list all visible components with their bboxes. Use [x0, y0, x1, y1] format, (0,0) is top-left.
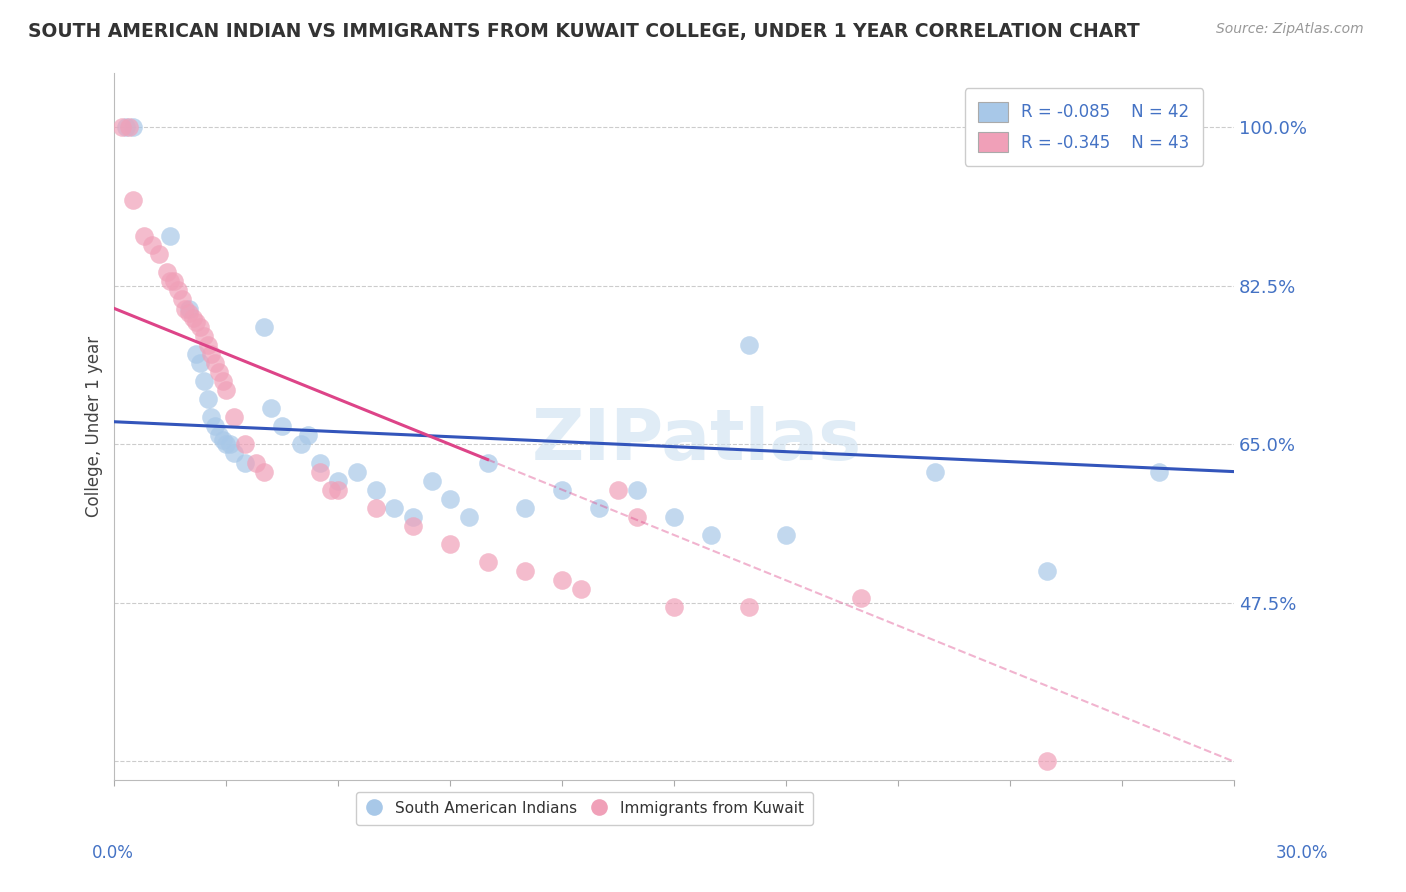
Y-axis label: College, Under 1 year: College, Under 1 year — [86, 335, 103, 516]
Point — [159, 274, 181, 288]
Point — [163, 274, 186, 288]
Point — [551, 574, 574, 588]
Point — [308, 456, 330, 470]
Point — [148, 247, 170, 261]
Point — [662, 600, 685, 615]
Point — [738, 600, 761, 615]
Point — [260, 401, 283, 416]
Point — [177, 306, 200, 320]
Point — [477, 555, 499, 569]
Point — [186, 347, 208, 361]
Point — [219, 437, 242, 451]
Point — [122, 193, 145, 207]
Point — [700, 528, 723, 542]
Point — [1036, 755, 1059, 769]
Point — [551, 483, 574, 497]
Point — [181, 310, 204, 325]
Legend: South American Indians, Immigrants from Kuwait: South American Indians, Immigrants from … — [356, 791, 814, 825]
Point — [439, 537, 461, 551]
Point — [186, 315, 208, 329]
Text: 30.0%: 30.0% — [1277, 844, 1329, 862]
Point — [188, 356, 211, 370]
Point — [204, 419, 226, 434]
Point — [626, 509, 648, 524]
Point — [134, 229, 156, 244]
Point — [211, 374, 233, 388]
Point — [346, 465, 368, 479]
Point — [402, 509, 425, 524]
Point — [328, 483, 350, 497]
Point — [200, 347, 222, 361]
Point — [253, 465, 276, 479]
Point — [208, 428, 231, 442]
Point — [114, 120, 136, 135]
Point — [513, 500, 536, 515]
Point — [193, 328, 215, 343]
Text: SOUTH AMERICAN INDIAN VS IMMIGRANTS FROM KUWAIT COLLEGE, UNDER 1 YEAR CORRELATIO: SOUTH AMERICAN INDIAN VS IMMIGRANTS FROM… — [28, 22, 1140, 41]
Point — [156, 265, 179, 279]
Text: Source: ZipAtlas.com: Source: ZipAtlas.com — [1216, 22, 1364, 37]
Point — [204, 356, 226, 370]
Point — [297, 428, 319, 442]
Point — [233, 456, 256, 470]
Point — [457, 509, 479, 524]
Point — [170, 293, 193, 307]
Point — [738, 338, 761, 352]
Point — [253, 319, 276, 334]
Point — [271, 419, 294, 434]
Point — [402, 519, 425, 533]
Point — [118, 120, 141, 135]
Point — [166, 284, 188, 298]
Point — [662, 509, 685, 524]
Point — [513, 564, 536, 578]
Point — [420, 474, 443, 488]
Point — [159, 229, 181, 244]
Point — [208, 365, 231, 379]
Point — [308, 465, 330, 479]
Point — [215, 437, 238, 451]
Point — [188, 319, 211, 334]
Point — [200, 410, 222, 425]
Point — [382, 500, 405, 515]
Point — [607, 483, 630, 497]
Point — [328, 474, 350, 488]
Point — [122, 120, 145, 135]
Point — [439, 491, 461, 506]
Point — [626, 483, 648, 497]
Point — [245, 456, 267, 470]
Point — [222, 410, 245, 425]
Point — [197, 392, 219, 406]
Point — [197, 338, 219, 352]
Text: 0.0%: 0.0% — [91, 844, 134, 862]
Text: ZIPatlas: ZIPatlas — [531, 406, 862, 475]
Point — [588, 500, 610, 515]
Point — [211, 433, 233, 447]
Point — [569, 582, 592, 597]
Point — [1147, 465, 1170, 479]
Point — [215, 383, 238, 397]
Point — [193, 374, 215, 388]
Point — [111, 120, 134, 135]
Point — [364, 500, 387, 515]
Point — [174, 301, 197, 316]
Point — [924, 465, 946, 479]
Point — [233, 437, 256, 451]
Point — [364, 483, 387, 497]
Point — [177, 301, 200, 316]
Point — [290, 437, 312, 451]
Point — [319, 483, 342, 497]
Point — [222, 446, 245, 460]
Point — [141, 238, 163, 252]
Point — [1036, 564, 1059, 578]
Point — [849, 591, 872, 606]
Point — [775, 528, 797, 542]
Point — [477, 456, 499, 470]
